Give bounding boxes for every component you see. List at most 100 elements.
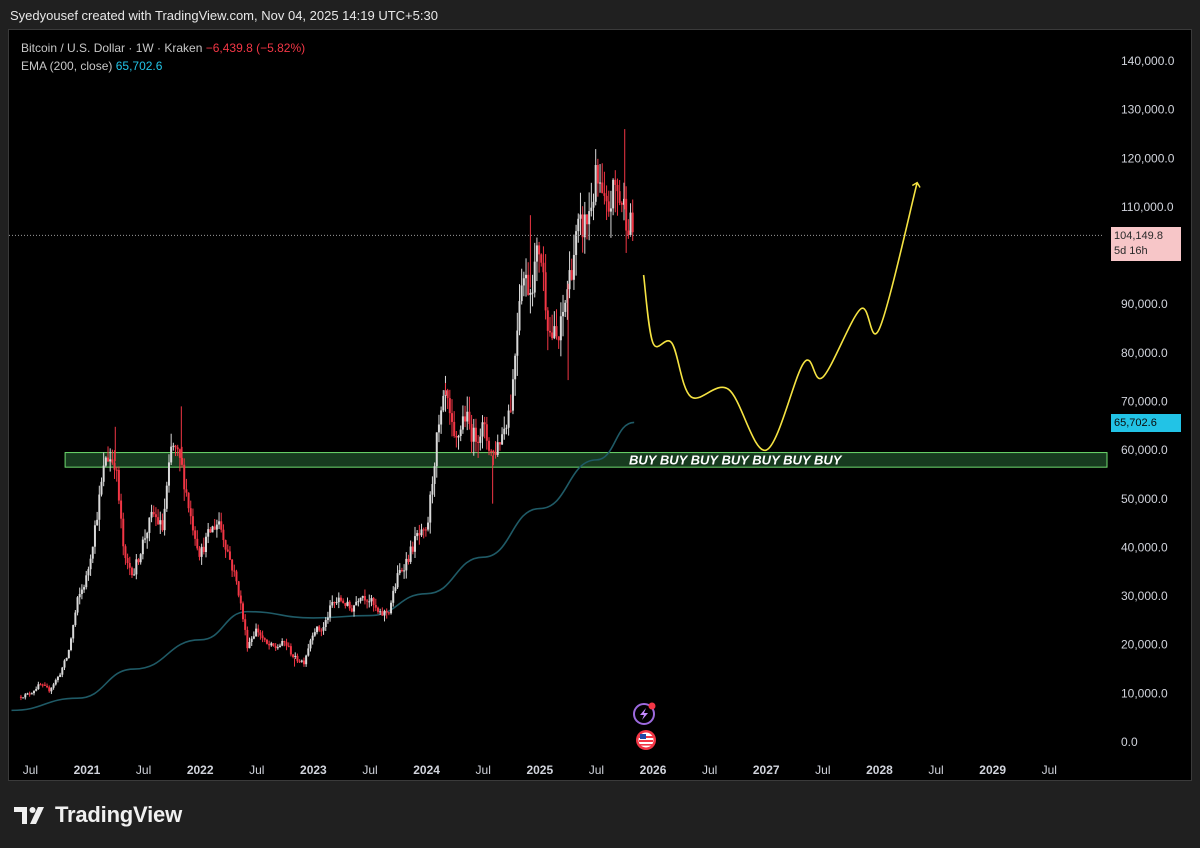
candle[interactable] bbox=[542, 246, 545, 292]
candle[interactable] bbox=[605, 185, 608, 221]
candle[interactable] bbox=[198, 546, 201, 561]
candle[interactable] bbox=[372, 597, 375, 612]
candle[interactable] bbox=[130, 566, 133, 578]
candle[interactable] bbox=[59, 672, 62, 678]
candle[interactable] bbox=[418, 524, 421, 545]
candle[interactable] bbox=[394, 583, 397, 594]
chart-legend[interactable]: Bitcoin / U.S. Dollar · 1W · Kraken −6,4… bbox=[21, 39, 305, 75]
candle[interactable] bbox=[126, 553, 129, 570]
candle[interactable] bbox=[527, 262, 530, 296]
candle[interactable] bbox=[252, 631, 255, 640]
candle[interactable] bbox=[48, 685, 51, 693]
candle[interactable] bbox=[320, 628, 323, 637]
candle[interactable] bbox=[622, 182, 625, 221]
candle[interactable] bbox=[511, 369, 514, 415]
candle[interactable] bbox=[442, 390, 445, 413]
candle[interactable] bbox=[313, 628, 316, 637]
candle[interactable] bbox=[553, 311, 556, 340]
candle[interactable] bbox=[154, 507, 157, 527]
candle[interactable] bbox=[281, 638, 284, 647]
candle[interactable] bbox=[470, 414, 473, 453]
candle[interactable] bbox=[411, 541, 414, 555]
candle[interactable] bbox=[572, 234, 575, 290]
projection-path[interactable] bbox=[642, 181, 921, 451]
candle[interactable] bbox=[577, 213, 580, 243]
candle[interactable] bbox=[492, 449, 495, 466]
candle[interactable] bbox=[61, 666, 64, 678]
candle[interactable] bbox=[265, 638, 268, 645]
candle[interactable] bbox=[592, 193, 595, 221]
candle[interactable] bbox=[533, 242, 536, 298]
candle[interactable] bbox=[520, 268, 523, 305]
candle[interactable] bbox=[503, 416, 506, 440]
candle[interactable] bbox=[148, 517, 151, 542]
candle[interactable] bbox=[370, 595, 373, 607]
candle[interactable] bbox=[566, 280, 569, 320]
candle[interactable] bbox=[353, 604, 356, 617]
candle[interactable] bbox=[274, 643, 277, 651]
candle[interactable] bbox=[67, 649, 70, 659]
candle[interactable] bbox=[555, 309, 558, 340]
candle[interactable] bbox=[385, 608, 388, 619]
candle[interactable] bbox=[261, 630, 264, 643]
event-markers-layer[interactable] bbox=[633, 702, 656, 751]
candle[interactable] bbox=[322, 622, 325, 635]
candle[interactable] bbox=[564, 299, 567, 318]
candle[interactable] bbox=[187, 492, 190, 513]
candle[interactable] bbox=[579, 192, 582, 236]
candle[interactable] bbox=[178, 448, 181, 472]
candle[interactable] bbox=[56, 675, 59, 683]
candle[interactable] bbox=[339, 595, 342, 603]
candle[interactable] bbox=[485, 416, 488, 450]
candle[interactable] bbox=[483, 416, 486, 439]
candle[interactable] bbox=[509, 394, 512, 413]
candle[interactable] bbox=[237, 580, 240, 598]
candle[interactable] bbox=[189, 500, 192, 525]
ema-label[interactable]: EMA (200, close) bbox=[21, 59, 113, 73]
candle[interactable] bbox=[331, 595, 334, 608]
candle[interactable] bbox=[461, 405, 464, 434]
candle[interactable] bbox=[405, 552, 408, 579]
candle[interactable] bbox=[226, 544, 229, 553]
candle[interactable] bbox=[481, 415, 484, 449]
candle[interactable] bbox=[501, 427, 504, 446]
candle[interactable] bbox=[213, 519, 216, 530]
candle[interactable] bbox=[26, 692, 29, 695]
candle[interactable] bbox=[544, 254, 547, 320]
candle[interactable] bbox=[379, 608, 382, 615]
candle[interactable] bbox=[176, 444, 179, 457]
candle[interactable] bbox=[435, 432, 438, 478]
candle[interactable] bbox=[211, 525, 214, 533]
candle[interactable] bbox=[74, 610, 77, 627]
candle[interactable] bbox=[620, 201, 623, 213]
candle[interactable] bbox=[244, 614, 247, 636]
candle[interactable] bbox=[329, 600, 332, 622]
candle[interactable] bbox=[424, 527, 427, 537]
candle[interactable] bbox=[117, 466, 120, 505]
candle[interactable] bbox=[111, 449, 114, 465]
candle[interactable] bbox=[594, 149, 597, 206]
candle[interactable] bbox=[488, 437, 491, 456]
candle[interactable] bbox=[159, 511, 162, 534]
candle[interactable] bbox=[300, 659, 303, 663]
candle[interactable] bbox=[599, 164, 602, 193]
candle[interactable] bbox=[490, 449, 493, 457]
candle[interactable] bbox=[440, 406, 443, 434]
candle[interactable] bbox=[285, 638, 288, 651]
candle[interactable] bbox=[363, 589, 366, 605]
tradingview-logo[interactable]: TradingView bbox=[14, 802, 182, 828]
candle[interactable] bbox=[383, 609, 386, 622]
candle[interactable] bbox=[448, 389, 451, 425]
candle[interactable] bbox=[366, 599, 369, 609]
candle[interactable] bbox=[39, 682, 42, 686]
candle[interactable] bbox=[78, 587, 81, 605]
candle[interactable] bbox=[30, 692, 33, 695]
candle[interactable] bbox=[518, 284, 521, 336]
candle[interactable] bbox=[19, 694, 22, 701]
candle[interactable] bbox=[83, 584, 86, 593]
candle[interactable] bbox=[181, 446, 184, 468]
candle[interactable] bbox=[505, 424, 508, 435]
candle[interactable] bbox=[235, 569, 238, 585]
candle[interactable] bbox=[139, 553, 142, 565]
candle[interactable] bbox=[146, 531, 149, 549]
